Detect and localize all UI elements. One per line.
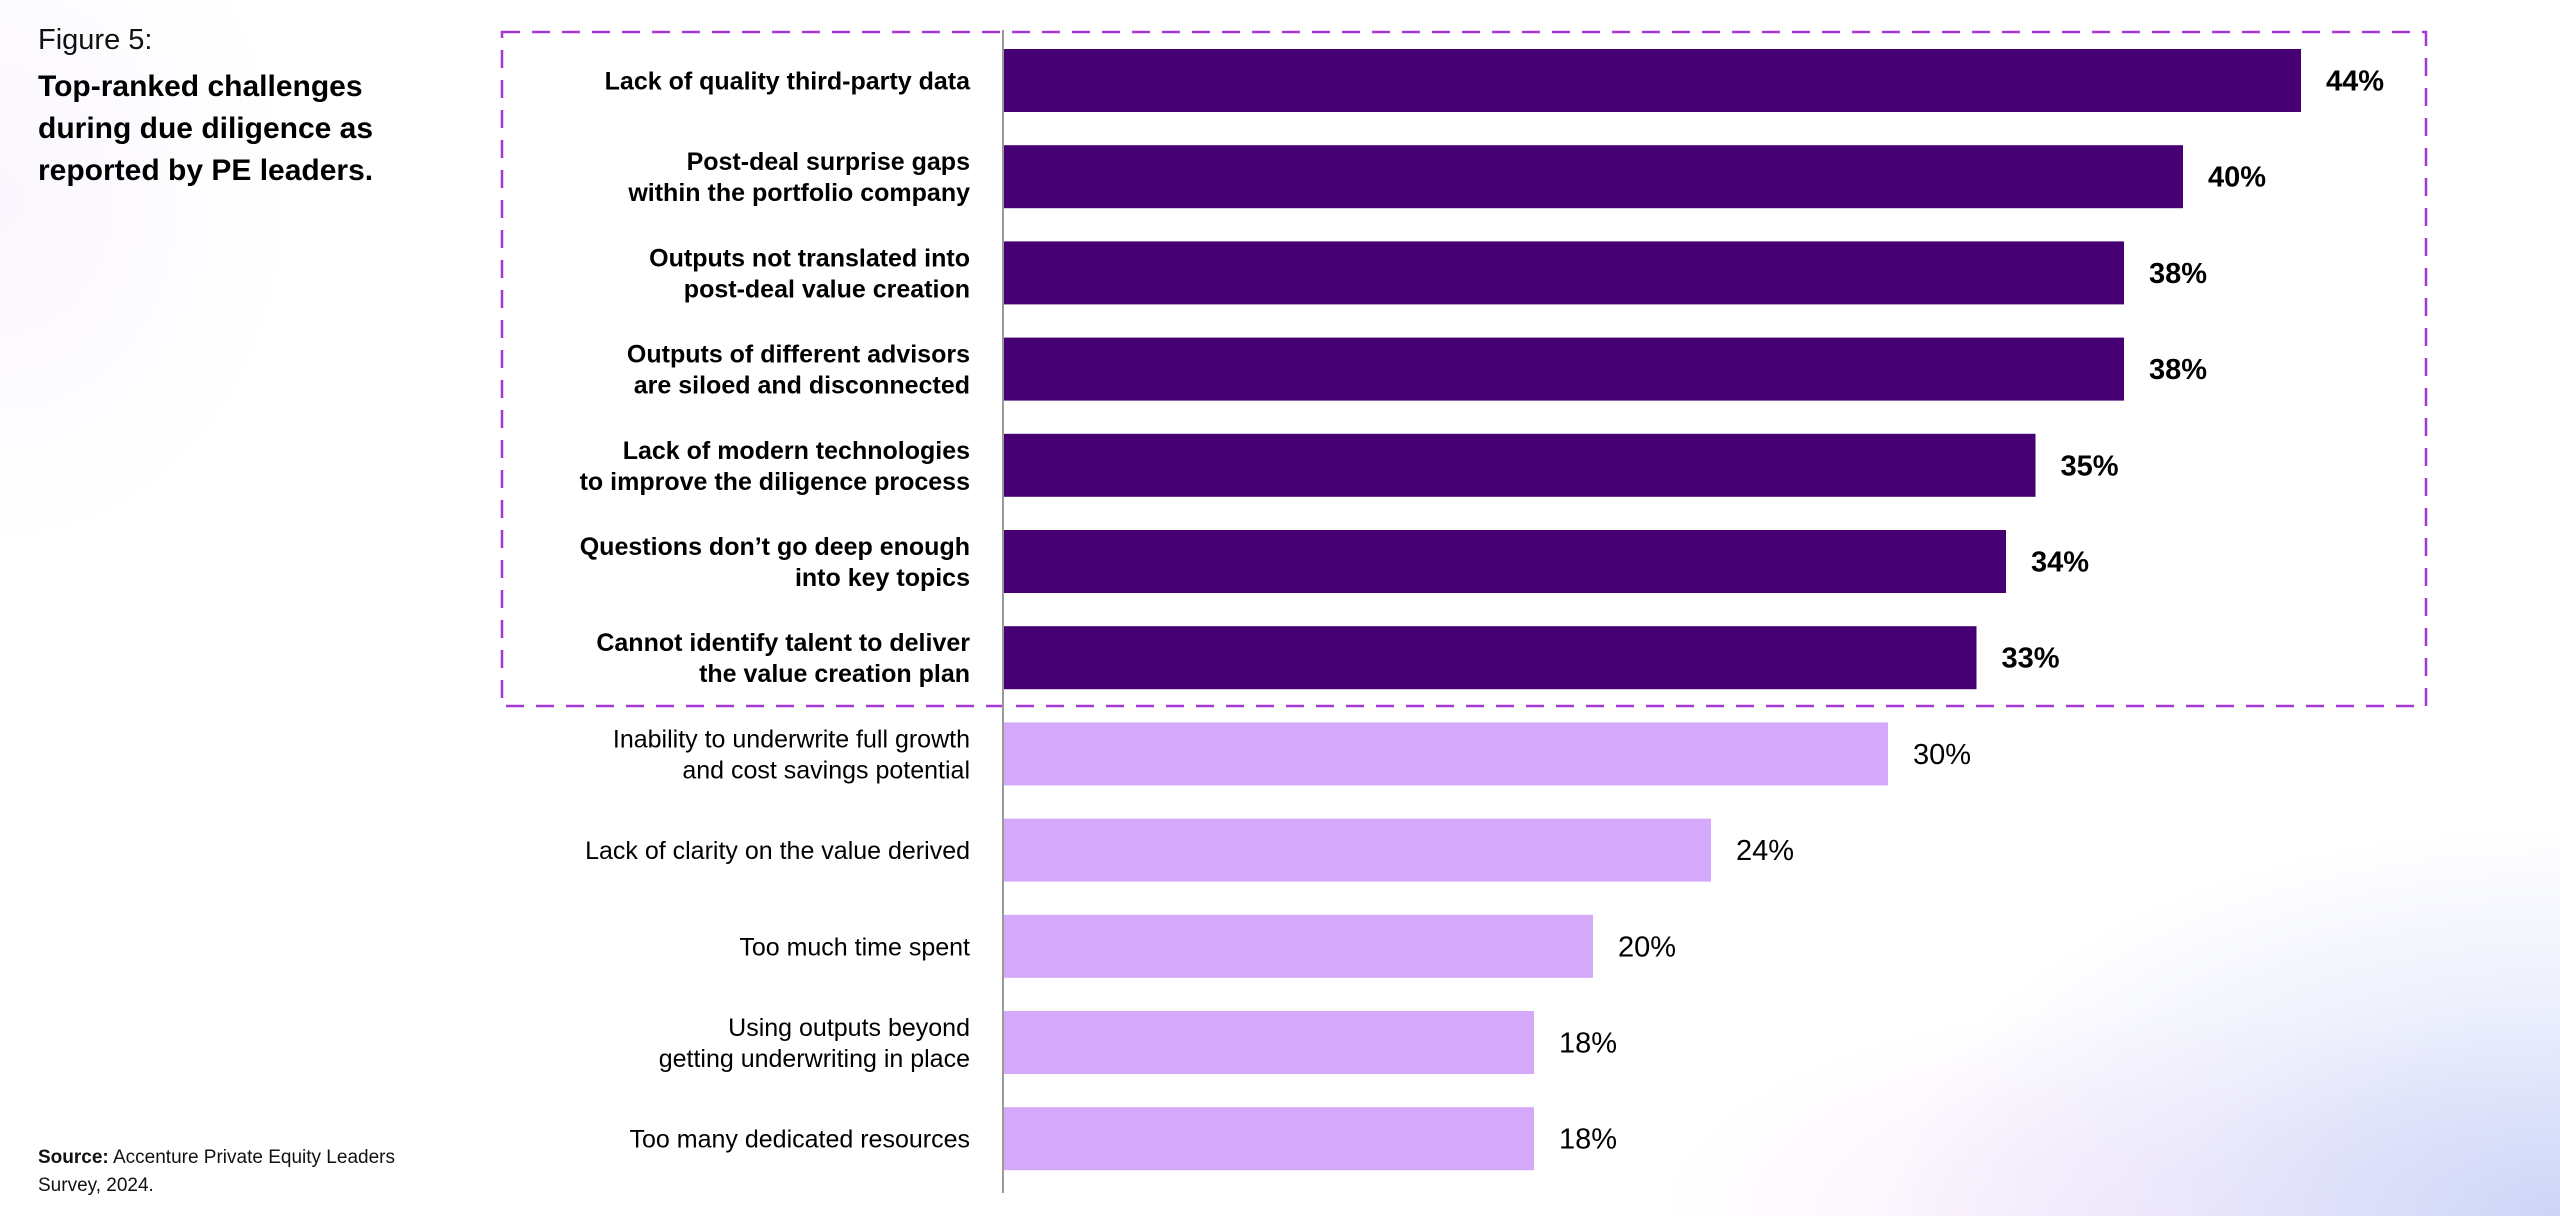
bar <box>1003 818 1711 882</box>
bar-value-label: 34% <box>2031 547 2089 579</box>
category-label: Post-deal surprise gaps <box>687 148 970 176</box>
category-label: Cannot identify talent to deliver <box>596 629 970 657</box>
category-label: are siloed and disconnected <box>634 372 970 400</box>
bar <box>1003 145 2183 209</box>
bar-value-label: 35% <box>2061 450 2119 482</box>
bar <box>1003 722 1888 786</box>
bar <box>1003 241 2124 305</box>
bar <box>1003 530 2006 593</box>
bar <box>1003 1011 1534 1074</box>
bar <box>1003 433 2036 497</box>
top-challenges-highlight-box <box>500 30 2428 708</box>
bar <box>1003 626 1977 690</box>
bar-value-label: 30% <box>1913 739 1971 771</box>
bar-value-label: 18% <box>1559 1124 1617 1156</box>
bar-value-label: 40% <box>2208 162 2266 194</box>
bar-value-label: 33% <box>2002 643 2060 675</box>
category-label: Inability to underwrite full growth <box>613 725 970 753</box>
category-label: Lack of clarity on the value derived <box>585 837 970 865</box>
category-label: getting underwriting in place <box>659 1045 970 1073</box>
source-label: Source: <box>38 1147 109 1168</box>
category-label: Outputs not translated into <box>649 244 970 272</box>
category-label: post-deal value creation <box>684 275 970 303</box>
bar-value-label: 38% <box>2149 354 2207 386</box>
figure-number: Figure 5: <box>38 24 153 56</box>
bar-value-label: 20% <box>1618 931 1676 963</box>
category-label: Using outputs beyond <box>728 1014 970 1042</box>
category-label: Too many dedicated resources <box>630 1126 970 1154</box>
category-label: within the portfolio company <box>627 179 970 207</box>
category-label: to improve the diligence process <box>580 468 970 496</box>
category-label: Lack of modern technologies <box>623 437 970 465</box>
bar-value-label: 38% <box>2149 258 2207 290</box>
category-label: Too much time spent <box>739 933 970 961</box>
category-label: Outputs of different advisors <box>627 341 970 369</box>
bar <box>1003 337 2124 401</box>
category-label: into key topics <box>795 564 970 592</box>
category-label: the value creation plan <box>699 660 970 688</box>
bar <box>1003 1107 1534 1171</box>
category-label: Lack of quality third-party data <box>605 68 971 96</box>
category-label: Questions don’t go deep enough <box>580 533 970 561</box>
bar-value-label: 24% <box>1736 835 1794 867</box>
category-label: and cost savings potential <box>682 756 970 784</box>
bar-value-label: 18% <box>1559 1028 1617 1060</box>
bar <box>1003 49 2301 112</box>
source-text: Accenture Private Equity Leaders Survey,… <box>38 1147 395 1196</box>
figure-title: Top-ranked challenges during due diligen… <box>38 70 374 187</box>
source-note: Source: Accenture Private Equity Leaders… <box>38 1144 398 1200</box>
bar-value-label: 44% <box>2326 66 2384 98</box>
bar <box>1003 914 1593 978</box>
